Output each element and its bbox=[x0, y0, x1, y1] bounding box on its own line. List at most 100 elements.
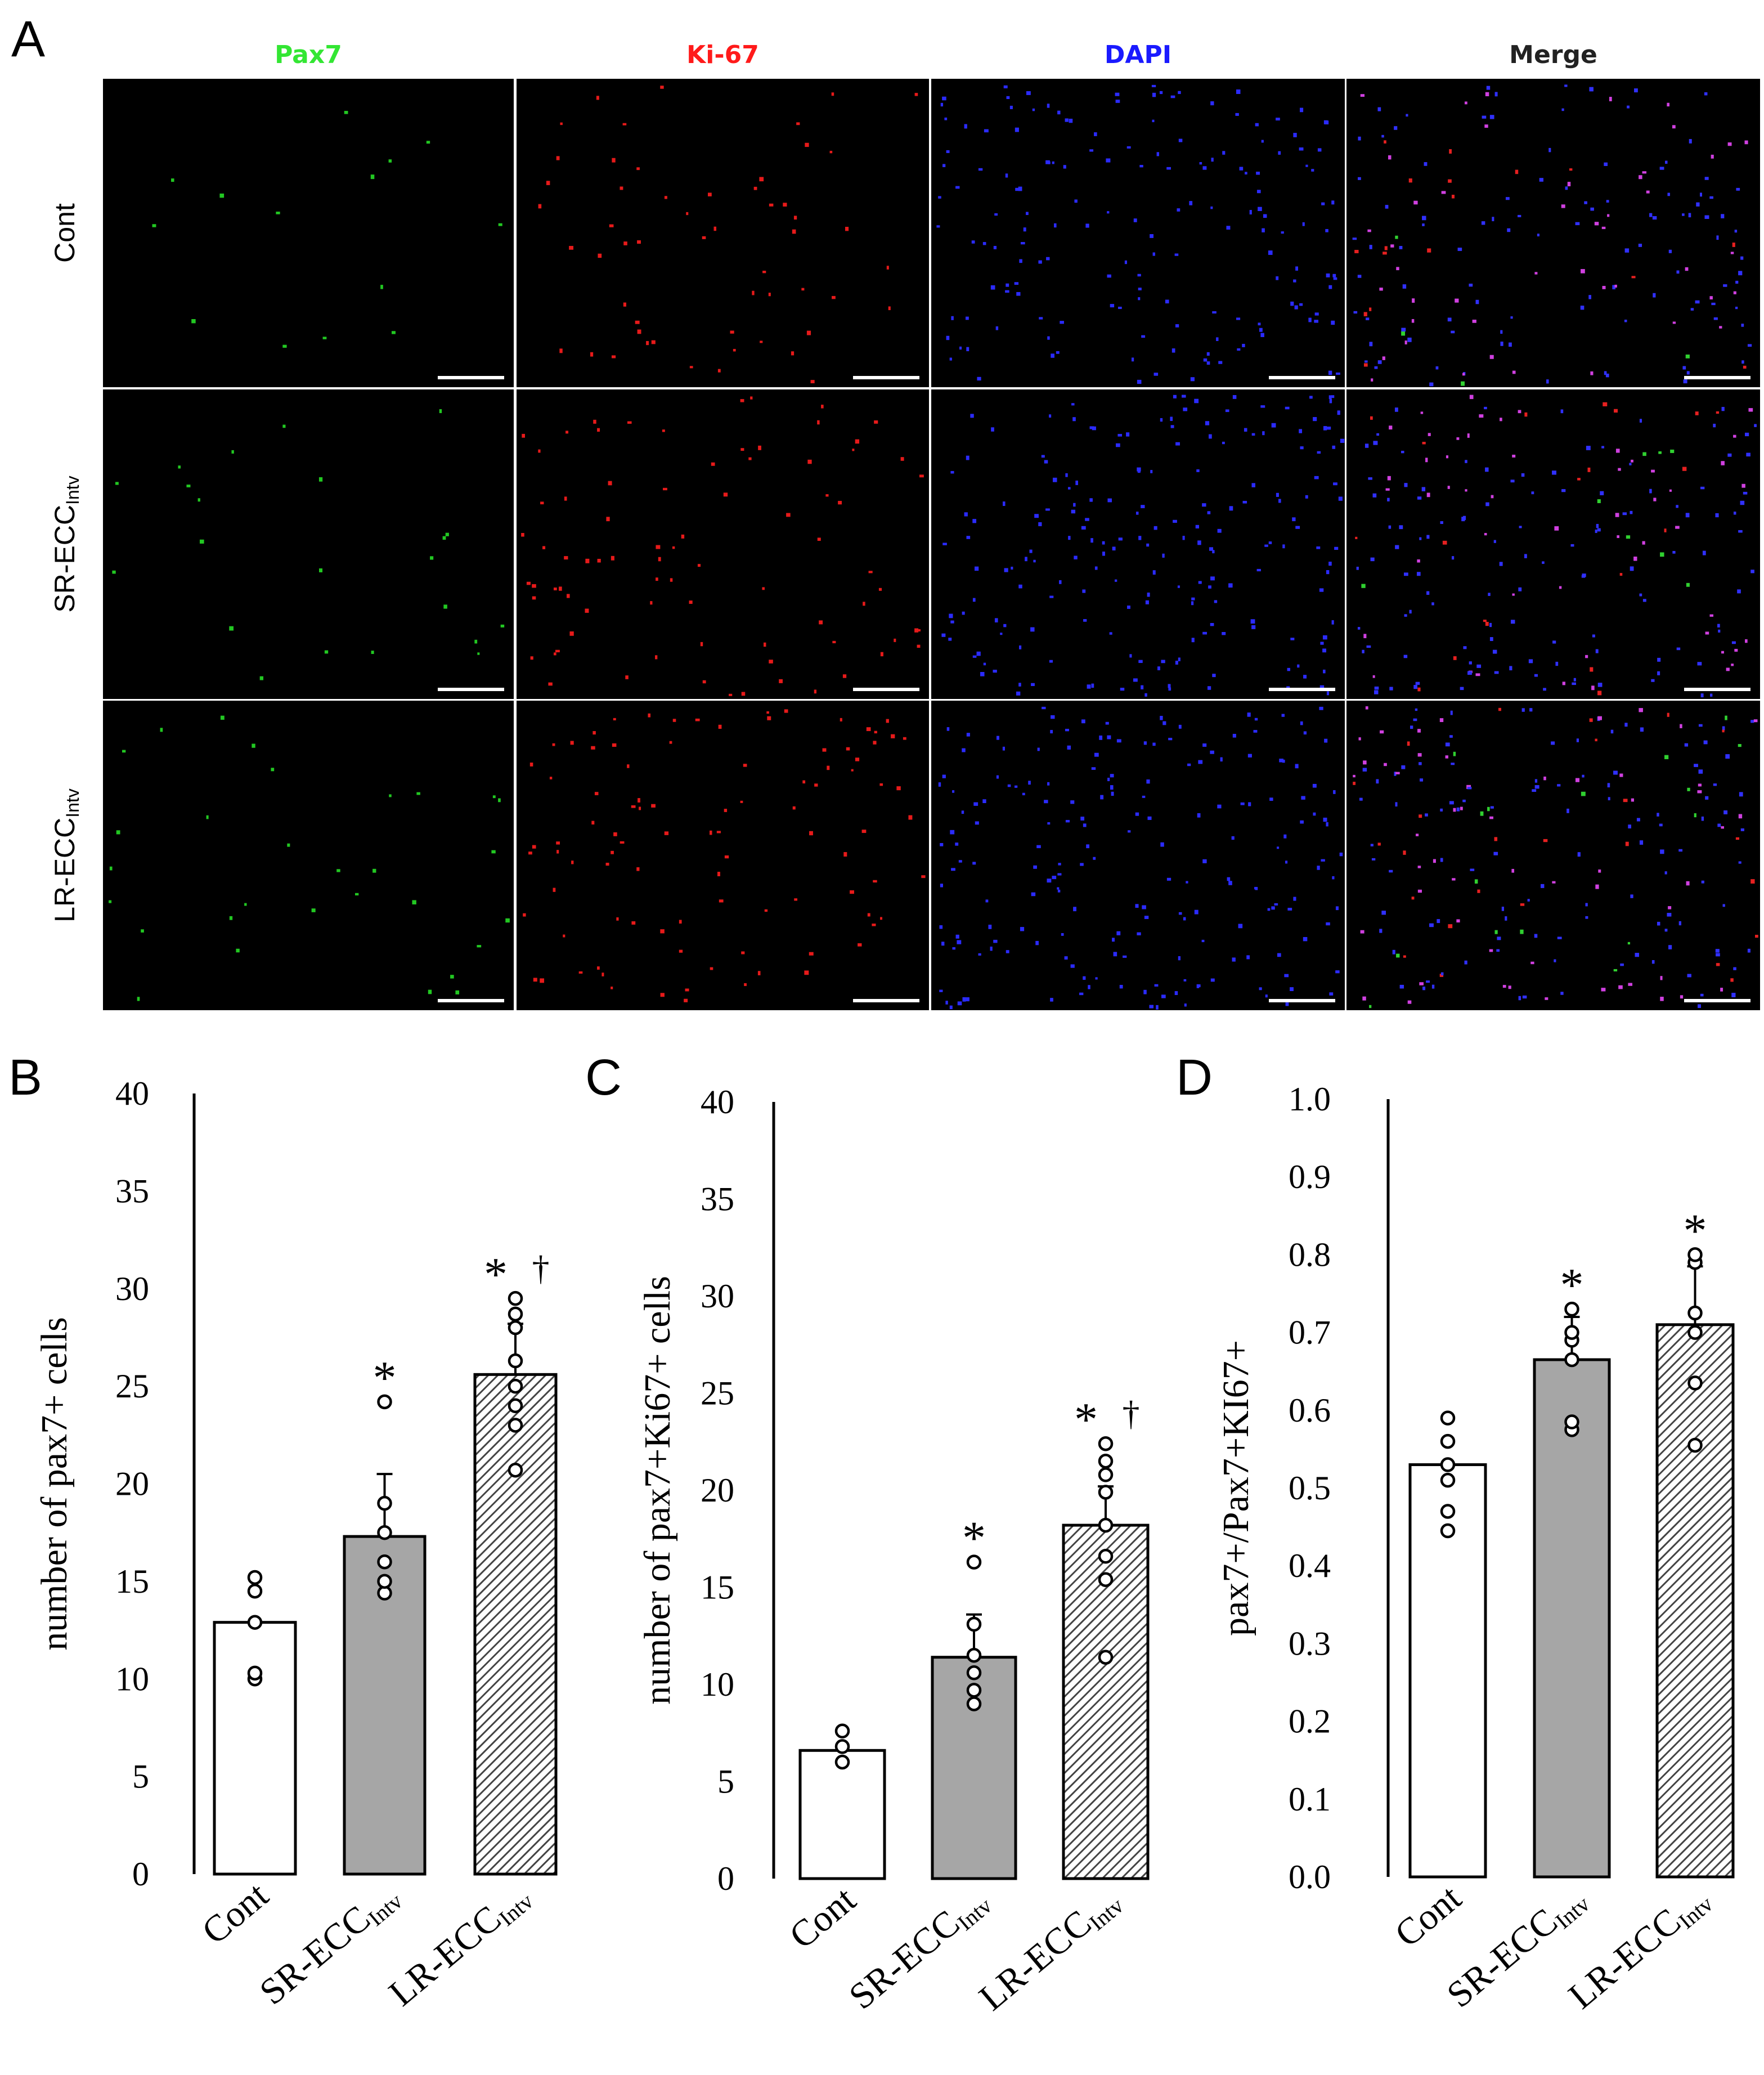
data-point bbox=[1564, 1325, 1579, 1340]
data-point bbox=[1098, 1517, 1114, 1533]
y-tick-label: 35 bbox=[701, 1181, 734, 1218]
significance-marker: * bbox=[373, 1352, 397, 1404]
data-point bbox=[966, 1683, 982, 1698]
data-point bbox=[1687, 1375, 1703, 1391]
data-point bbox=[1564, 1301, 1579, 1317]
y-tick-label: 0.6 bbox=[1289, 1392, 1331, 1429]
data-point bbox=[1098, 1436, 1114, 1451]
y-tick-label: 0.8 bbox=[1289, 1236, 1331, 1273]
y-tick-label: 30 bbox=[701, 1278, 734, 1315]
data-point bbox=[508, 1306, 523, 1322]
data-point bbox=[1440, 1433, 1456, 1449]
category-label: Cont bbox=[1387, 1877, 1469, 1955]
row-title-1: SR-ECCIntv bbox=[49, 476, 83, 612]
data-point bbox=[966, 1616, 982, 1632]
y-tick-label: 5 bbox=[132, 1758, 149, 1795]
data-point bbox=[1687, 1247, 1703, 1262]
column-title-2: DAPI bbox=[1105, 41, 1171, 69]
bar bbox=[1655, 1323, 1735, 1879]
y-tick-label: 35 bbox=[115, 1172, 149, 1209]
panel-a-micrographs: A Pax7 Ki-67 DAPI Merge Cont SR-ECCIntv LR-EC… bbox=[11, 11, 1760, 1010]
category-label: Cont bbox=[194, 1875, 276, 1952]
significance-marker: * bbox=[1074, 1393, 1098, 1446]
y-tick-label: 0.5 bbox=[1289, 1469, 1331, 1507]
scale-bar bbox=[1684, 376, 1750, 379]
data-point bbox=[834, 1723, 850, 1739]
data-point bbox=[1098, 1549, 1114, 1564]
scale-bar bbox=[1269, 999, 1335, 1002]
data-point bbox=[508, 1290, 523, 1306]
data-point bbox=[1098, 1467, 1114, 1482]
data-point bbox=[247, 1665, 263, 1681]
micrograph-tile bbox=[103, 389, 514, 699]
data-point bbox=[508, 1462, 523, 1478]
scale-bar bbox=[438, 688, 504, 691]
micrograph-tile bbox=[103, 79, 514, 387]
y-tick-label: 0.7 bbox=[1289, 1314, 1331, 1351]
column-title-3: Merge bbox=[1509, 41, 1597, 69]
y-tick-label: 0.4 bbox=[1289, 1547, 1331, 1584]
panel-letter: D bbox=[1176, 1050, 1213, 1106]
bar bbox=[213, 1621, 297, 1876]
y-tick-label: 20 bbox=[701, 1472, 734, 1509]
data-point bbox=[377, 1525, 392, 1540]
y-tick-label: 0.2 bbox=[1289, 1703, 1331, 1740]
row-titles: Cont SR-ECCIntv LR-ECCIntv bbox=[49, 203, 83, 922]
y-tick-label: 0.3 bbox=[1289, 1625, 1331, 1662]
significance-marker: † bbox=[532, 1249, 550, 1288]
scale-bar bbox=[1684, 688, 1750, 691]
category-label: SR-ECCIntv bbox=[252, 1875, 407, 2015]
scale-bar bbox=[1269, 688, 1335, 691]
data-point bbox=[1687, 1305, 1703, 1321]
micrograph-tile bbox=[931, 389, 1345, 699]
scale-bar bbox=[1684, 999, 1750, 1002]
data-point bbox=[834, 1739, 850, 1754]
y-tick-label: 0 bbox=[717, 1860, 734, 1897]
category-label: LR-ECCIntv bbox=[972, 1879, 1129, 2020]
micrograph-tile bbox=[931, 701, 1345, 1010]
data-point bbox=[1440, 1523, 1456, 1539]
row-title-0: Cont bbox=[49, 203, 80, 263]
y-tick-label: 0 bbox=[132, 1856, 149, 1893]
data-point bbox=[966, 1648, 982, 1663]
data-point bbox=[377, 1495, 392, 1511]
chart-c: C 0 5 10 15 20 25 30 35 40 number of pax7+Ki67+ ce… bbox=[585, 1050, 1150, 2020]
panel-letter-a: A bbox=[11, 11, 45, 68]
scale-bar bbox=[853, 999, 919, 1002]
y-tick-label: 15 bbox=[115, 1563, 149, 1600]
data-point bbox=[1564, 1352, 1579, 1368]
micrograph-tile bbox=[1346, 79, 1760, 387]
significance-marker: * bbox=[1560, 1259, 1584, 1311]
data-point bbox=[508, 1353, 523, 1369]
y-tick-label: 25 bbox=[701, 1375, 734, 1412]
micrograph-tile bbox=[103, 701, 514, 1010]
significance-marker: * bbox=[484, 1248, 508, 1301]
significance-marker: * bbox=[1684, 1204, 1707, 1257]
data-point bbox=[1687, 1437, 1703, 1453]
y-tick-label: 0.9 bbox=[1289, 1158, 1331, 1195]
bar bbox=[798, 1749, 886, 1880]
panel-letter: B bbox=[8, 1050, 42, 1106]
y-tick-label: 15 bbox=[701, 1569, 734, 1606]
data-point bbox=[508, 1418, 523, 1433]
bar bbox=[1533, 1358, 1611, 1879]
bar-charts: B 0 5 10 15 20 25 30 35 40 number of pax7+ cells Co… bbox=[8, 1050, 1735, 2020]
micrograph-tile bbox=[931, 79, 1345, 387]
data-point bbox=[966, 1665, 982, 1680]
significance-marker: * bbox=[962, 1512, 986, 1565]
scale-bar bbox=[438, 376, 504, 379]
y-tick-label: 10 bbox=[115, 1660, 149, 1697]
scale-bar bbox=[853, 376, 919, 379]
y-tick-label: 20 bbox=[115, 1466, 149, 1503]
y-tick-label: 10 bbox=[701, 1666, 734, 1703]
y-tick-label: 40 bbox=[115, 1075, 149, 1112]
y-tick-label: 40 bbox=[701, 1083, 734, 1121]
micrograph-tile bbox=[1346, 701, 1760, 1010]
column-title-1: Ki-67 bbox=[686, 41, 759, 69]
row-title-2: LR-ECCIntv bbox=[49, 788, 83, 922]
data-point bbox=[508, 1398, 523, 1414]
scale-bar bbox=[1269, 376, 1335, 379]
data-point bbox=[1564, 1414, 1579, 1429]
micrograph-tile bbox=[1346, 389, 1760, 699]
